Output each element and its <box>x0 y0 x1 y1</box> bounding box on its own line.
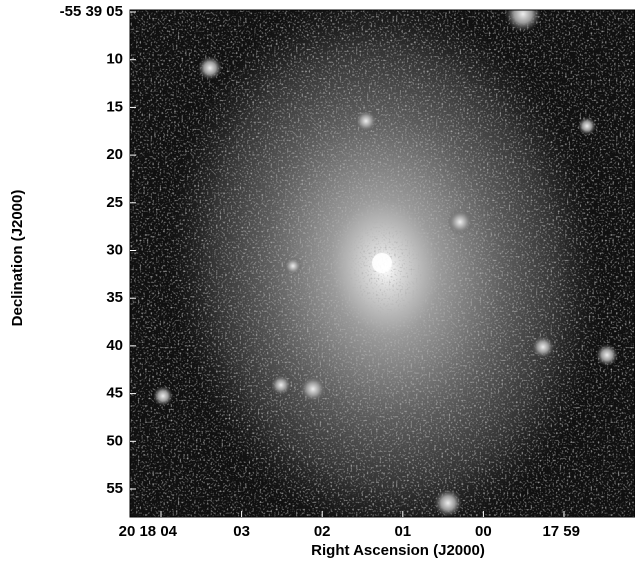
y-tick-label: 35 <box>106 289 123 306</box>
y-tick-label: 45 <box>106 385 123 402</box>
y-tick-label: 50 <box>106 432 123 449</box>
x-tick-label: 20 18 04 <box>119 523 178 540</box>
y-tick-label: 55 <box>106 480 123 497</box>
image-frame <box>129 9 635 518</box>
x-axis-label: Right Ascension (J2000) <box>311 542 485 559</box>
x-tick-label: 00 <box>475 523 492 540</box>
y-tick-label: 40 <box>106 337 123 354</box>
y-tick-label: 20 <box>106 146 123 163</box>
sky-image <box>130 10 635 517</box>
x-tick-label: 03 <box>233 523 250 540</box>
y-tick-label: 15 <box>106 98 123 115</box>
y-tick-label: -55 39 05 <box>60 3 123 20</box>
y-tick-label: 30 <box>106 241 123 258</box>
y-axis-label: Declination (J2000) <box>9 190 26 327</box>
x-tick-label: 02 <box>314 523 331 540</box>
x-tick-label: 17 59 <box>542 523 580 540</box>
y-tick-label: 25 <box>106 194 123 211</box>
y-tick-label: 10 <box>106 51 123 68</box>
x-tick-label: 01 <box>394 523 411 540</box>
